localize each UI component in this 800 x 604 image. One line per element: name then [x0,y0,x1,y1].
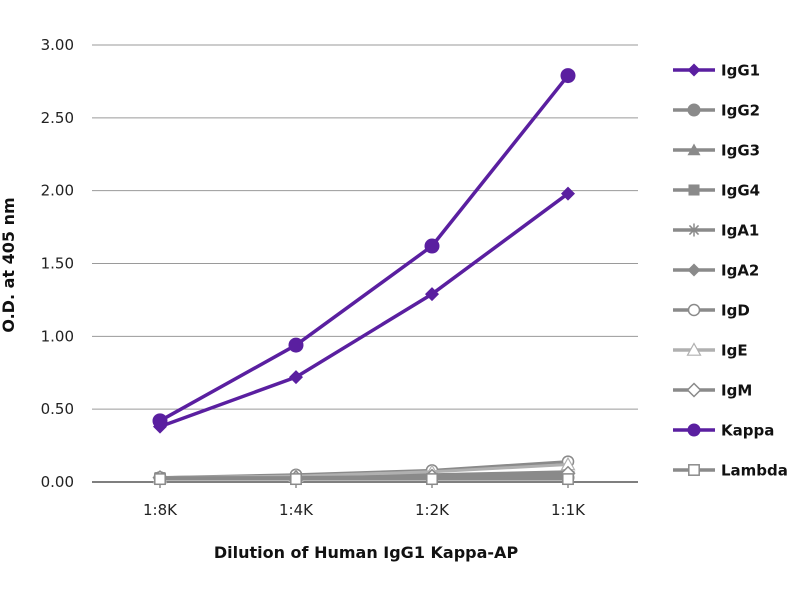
legend-label: Kappa [721,422,774,440]
legend-label: Lambda [721,462,788,480]
legend-marker [688,464,700,476]
data-series [152,68,576,486]
legend-marker [687,103,701,117]
y-tick-label: 2.50 [41,109,74,127]
legend-item-igm: IgM [673,382,752,400]
y-tick-label: 3.00 [41,36,74,54]
y-axis-title: O.D. at 405 nm [0,197,18,332]
legend-label: IgE [721,342,748,360]
x-tick-label: 1:4K [279,501,314,519]
legend-marker [686,382,702,398]
legend-item-igg4: IgG4 [673,182,760,200]
data-point-kappa [152,413,168,429]
legend-label: IgD [721,302,750,320]
legend-marker [687,423,701,437]
legend-item-kappa: Kappa [673,422,774,440]
legend-marker [687,63,701,77]
legend-item-igg3: IgG3 [673,142,760,160]
legend-label: IgM [721,382,752,400]
series-line-kappa [159,74,570,423]
legend-marker [687,223,701,237]
legend-marker [688,184,700,196]
y-tick-labels: 0.00 0.50 1.00 1.50 2.00 2.50 3.00 [41,36,74,491]
y-tick-label: 2.00 [41,182,74,200]
legend-label: IgA1 [721,222,759,240]
data-point-igg1 [561,186,575,201]
y-tick-label: 1.00 [41,327,74,345]
legend-marker [687,303,701,317]
y-tick-label: 0.50 [41,400,74,418]
y-tick-label: 1.50 [41,255,74,273]
legend-item-lambda: Lambda [673,462,788,480]
legend-marker [686,342,702,356]
data-point-igg1 [425,287,439,302]
series-igg1 [153,186,575,434]
x-axis-title: Dilution of Human IgG1 Kappa-AP [214,543,519,562]
data-point-kappa [288,337,304,353]
x-tick-labels: 1:8K 1:4K 1:2K 1:1K [143,501,586,519]
legend-label: IgA2 [721,262,759,280]
legend: IgG1 IgG2 IgG3 IgG4 IgA1 IgA2 IgD IgE IgM Kappa La… [673,62,788,480]
y-tick-label: 0.00 [41,473,74,491]
legend-marker [687,143,701,156]
data-point-kappa [560,68,576,84]
x-tick-label: 1:2K [415,501,450,519]
data-point-lambda [562,473,574,486]
series-line-igg1 [159,192,570,429]
data-point-lambda [426,473,438,486]
data-point-kappa [424,238,440,254]
legend-item-igg1: IgG1 [673,62,760,80]
data-point-lambda [154,473,166,486]
data-point-lambda [290,473,302,486]
data-point-igg1 [289,370,303,385]
legend-label: IgG3 [721,142,760,160]
legend-item-iga1: IgA1 [673,222,759,240]
legend-item-ige: IgE [673,342,748,360]
legend-label: IgG4 [721,182,760,200]
legend-label: IgG1 [721,62,760,80]
star-stroke [688,224,700,236]
legend-label: IgG2 [721,102,760,120]
legend-item-iga2: IgA2 [673,262,759,280]
x-tick-label: 1:1K [551,501,586,519]
legend-item-igg2: IgG2 [673,102,760,120]
legend-item-igd: IgD [673,302,750,320]
series-kappa [152,68,576,429]
series-lambda [154,473,574,486]
x-tick-label: 1:8K [143,501,178,519]
legend-marker [687,263,701,277]
